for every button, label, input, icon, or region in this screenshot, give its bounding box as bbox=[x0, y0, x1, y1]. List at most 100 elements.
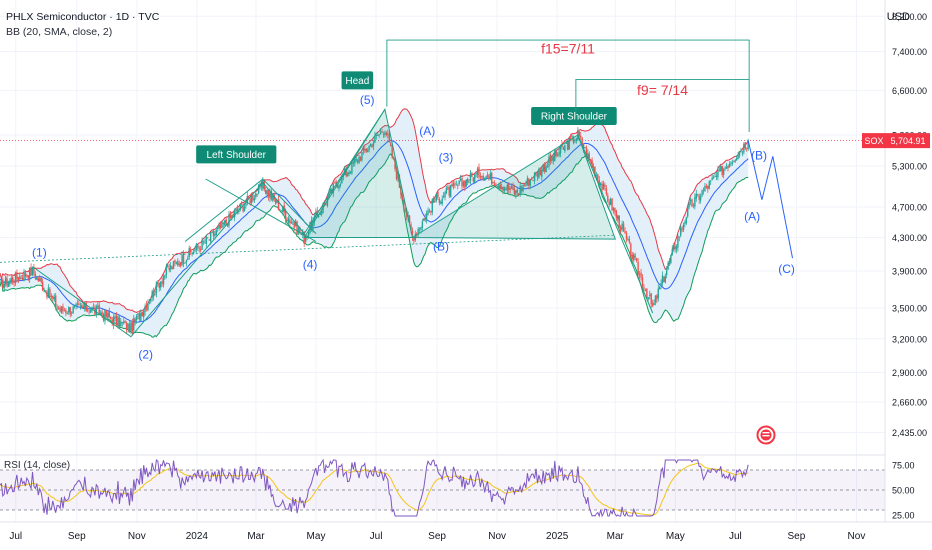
candle[interactable] bbox=[184, 262, 186, 264]
candle[interactable] bbox=[605, 188, 608, 195]
candle[interactable] bbox=[125, 322, 128, 330]
candle[interactable] bbox=[651, 303, 654, 307]
candle[interactable] bbox=[658, 287, 661, 290]
candle[interactable] bbox=[661, 275, 664, 284]
candle[interactable] bbox=[614, 207, 616, 212]
candle[interactable] bbox=[211, 232, 213, 233]
candle[interactable] bbox=[185, 260, 188, 263]
candle[interactable] bbox=[410, 224, 412, 231]
candle[interactable] bbox=[461, 178, 463, 187]
candle[interactable] bbox=[233, 211, 236, 218]
candle[interactable] bbox=[611, 198, 613, 211]
candle[interactable] bbox=[44, 290, 47, 292]
candle[interactable] bbox=[711, 177, 713, 181]
candle[interactable] bbox=[318, 216, 320, 217]
candle[interactable] bbox=[400, 189, 402, 195]
candle[interactable] bbox=[686, 206, 689, 217]
candle[interactable] bbox=[187, 257, 189, 260]
candle[interactable] bbox=[508, 183, 510, 190]
candle[interactable] bbox=[712, 177, 715, 178]
candle[interactable] bbox=[608, 202, 610, 205]
candle[interactable] bbox=[56, 307, 58, 309]
candle[interactable] bbox=[269, 192, 271, 199]
candle[interactable] bbox=[538, 169, 540, 179]
candle[interactable] bbox=[405, 209, 408, 217]
candle[interactable] bbox=[9, 280, 11, 284]
candle[interactable] bbox=[704, 186, 706, 192]
candle[interactable] bbox=[6, 278, 8, 286]
candle[interactable] bbox=[154, 293, 156, 295]
candle[interactable] bbox=[204, 242, 206, 244]
candle[interactable] bbox=[551, 157, 553, 161]
candle[interactable] bbox=[81, 304, 83, 308]
candle[interactable] bbox=[641, 277, 644, 288]
candle[interactable] bbox=[621, 223, 623, 230]
candle[interactable] bbox=[612, 207, 615, 211]
candle[interactable] bbox=[355, 158, 357, 161]
candle[interactable] bbox=[411, 230, 414, 238]
candle[interactable] bbox=[555, 149, 557, 156]
candle[interactable] bbox=[391, 145, 393, 158]
candle[interactable] bbox=[334, 182, 336, 184]
candle[interactable] bbox=[341, 175, 343, 184]
candle[interactable] bbox=[635, 258, 638, 262]
candle[interactable] bbox=[385, 132, 388, 136]
candle[interactable] bbox=[62, 306, 64, 312]
candle[interactable] bbox=[292, 223, 294, 225]
candle[interactable] bbox=[657, 288, 659, 298]
candle[interactable] bbox=[627, 238, 629, 240]
candle[interactable] bbox=[105, 311, 108, 318]
candle[interactable] bbox=[738, 151, 741, 156]
candle[interactable] bbox=[634, 255, 636, 258]
candle[interactable] bbox=[54, 295, 57, 307]
candle[interactable] bbox=[202, 240, 205, 242]
candle[interactable] bbox=[174, 260, 176, 263]
candle[interactable] bbox=[352, 162, 355, 164]
candle[interactable] bbox=[625, 232, 628, 240]
candle[interactable] bbox=[523, 185, 526, 187]
candle[interactable] bbox=[26, 275, 28, 277]
candle[interactable] bbox=[408, 215, 411, 223]
candle[interactable] bbox=[498, 185, 500, 188]
candle[interactable] bbox=[585, 147, 588, 158]
candle[interactable] bbox=[518, 193, 520, 195]
indicator-legend[interactable]: BB (20, SMA, close, 2) bbox=[6, 26, 113, 38]
candle[interactable] bbox=[377, 135, 379, 136]
candle[interactable] bbox=[444, 192, 446, 198]
candle[interactable] bbox=[59, 307, 61, 312]
candle[interactable] bbox=[296, 221, 298, 235]
candle[interactable] bbox=[34, 274, 37, 279]
candle[interactable] bbox=[112, 316, 115, 326]
candle[interactable] bbox=[75, 304, 77, 306]
candle[interactable] bbox=[65, 310, 67, 314]
candle[interactable] bbox=[84, 302, 86, 310]
candle[interactable] bbox=[104, 310, 106, 322]
candle[interactable] bbox=[177, 260, 179, 266]
candle[interactable] bbox=[581, 137, 583, 146]
candle[interactable] bbox=[264, 190, 267, 194]
candle[interactable] bbox=[464, 180, 466, 188]
candle[interactable] bbox=[710, 180, 712, 182]
candle[interactable] bbox=[140, 312, 142, 321]
candle[interactable] bbox=[441, 198, 443, 204]
candle[interactable] bbox=[607, 195, 609, 202]
candle[interactable] bbox=[451, 184, 453, 187]
candle[interactable] bbox=[338, 184, 340, 189]
candle[interactable] bbox=[328, 191, 330, 197]
candle[interactable] bbox=[255, 193, 257, 197]
candle[interactable] bbox=[101, 311, 103, 316]
candle[interactable] bbox=[735, 158, 738, 161]
candle[interactable] bbox=[236, 208, 239, 212]
candle[interactable] bbox=[656, 295, 658, 300]
candle[interactable] bbox=[351, 161, 353, 173]
candle[interactable] bbox=[565, 143, 568, 144]
candle[interactable] bbox=[2, 279, 4, 289]
candle[interactable] bbox=[375, 135, 378, 136]
candle[interactable] bbox=[476, 168, 479, 175]
candle[interactable] bbox=[653, 302, 655, 306]
candle[interactable] bbox=[647, 297, 650, 299]
candle[interactable] bbox=[70, 312, 73, 314]
candle[interactable] bbox=[107, 312, 109, 318]
